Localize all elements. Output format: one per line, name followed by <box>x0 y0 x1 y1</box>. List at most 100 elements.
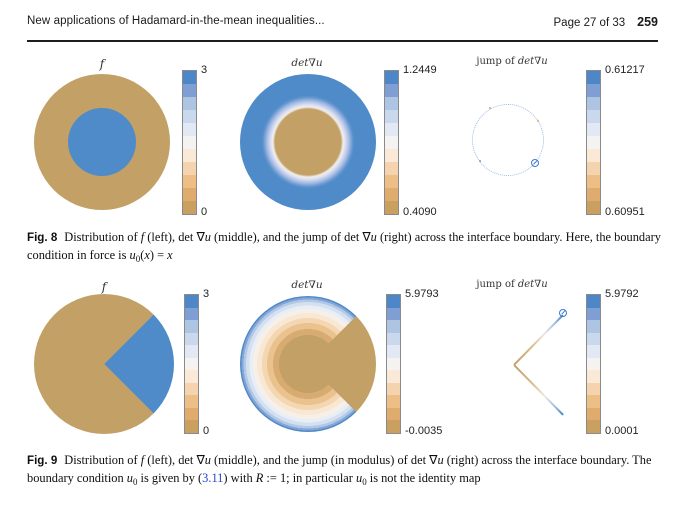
colorbar-segment <box>183 71 196 84</box>
marker-slash-icon <box>561 310 566 315</box>
colorbar-segment <box>185 295 198 308</box>
colorbar-segment <box>183 149 196 162</box>
text-segment: u <box>315 279 323 291</box>
colorbar-segment <box>587 295 600 308</box>
colorbar-segment <box>385 97 398 110</box>
page-number: 259 <box>637 15 658 29</box>
colorbar-segment <box>385 188 398 201</box>
colorbar-segment <box>185 395 198 408</box>
text-segment: jump of <box>476 279 518 290</box>
colorbar-segment <box>587 110 600 123</box>
text-segment: ∇ <box>362 230 371 244</box>
text-segment: x <box>167 247 173 262</box>
text-segment: ∇ <box>429 453 438 467</box>
page-info: Page 27 of 33 <box>553 17 626 29</box>
text-segment: ) with <box>223 470 256 485</box>
colorbar-segment <box>183 123 196 136</box>
colorbar-segment <box>385 162 398 175</box>
text-segment: is given by ( <box>137 470 203 485</box>
fig8-f-colorbar-min: 0 <box>201 206 208 218</box>
fig8-jump-colorbar <box>586 70 601 215</box>
text-segment: ∇ <box>196 453 205 467</box>
text-segment: u <box>356 470 363 485</box>
text-segment: ( <box>140 247 145 262</box>
fig9-caption: Fig. 9 Distribution of f (left), det ∇u (… <box>27 452 661 490</box>
colorbar-segment <box>387 420 400 434</box>
colorbar-segment <box>387 382 400 396</box>
colorbar-segment <box>183 136 196 149</box>
text-segment: (right) across the interface boundary. T… <box>27 453 652 485</box>
speck-icon <box>479 160 481 162</box>
fig8-panel-f-title: f <box>100 57 104 71</box>
colorbar-segment <box>387 407 400 421</box>
text-segment: ∇ <box>308 57 316 69</box>
marker-slash-icon <box>533 160 538 165</box>
colorbar-segment <box>587 395 600 408</box>
fig9-f-disk <box>34 294 174 434</box>
text-segment: u <box>370 230 377 244</box>
colorbar-segment <box>587 188 600 201</box>
colorbar-segment <box>587 332 600 346</box>
fig8-jump-interface-circle <box>472 104 544 176</box>
text-segment: f <box>99 57 105 71</box>
colorbar-segment <box>587 307 600 321</box>
text-segment: u <box>204 230 211 244</box>
speck-icon <box>489 107 491 109</box>
fig9-panel-f-title: f <box>102 280 106 294</box>
text-segment: ∇ <box>308 279 316 291</box>
speck-icon <box>537 120 539 122</box>
colorbar-segment <box>185 320 198 333</box>
text-segment: Distribution of <box>64 230 141 244</box>
fig8-f-inner-disk <box>68 108 136 176</box>
text-segment: Distribution of <box>64 453 141 467</box>
text-segment: u <box>126 470 133 485</box>
colorbar-segment <box>385 71 398 84</box>
fig9-det-colorbar-max: 5.9793 <box>405 288 439 300</box>
colorbar-segment <box>385 84 398 97</box>
text-segment: f <box>140 230 145 244</box>
fig8-panel-det-title: det∇u <box>291 57 322 69</box>
fig8-panel-jump-title: jump of det∇u <box>476 56 547 67</box>
text-segment: ∇ <box>196 230 205 244</box>
fig8-det-colorbar-max: 1.2449 <box>403 64 437 76</box>
fig9-f-colorbar-min: 0 <box>203 425 210 437</box>
text-segment: := 1; in particular <box>263 470 356 485</box>
text-segment: (middle), and the jump of det <box>210 230 363 244</box>
header-right: Page 27 of 33 259 <box>554 15 658 29</box>
colorbar-segment <box>587 136 600 149</box>
colorbar-segment <box>587 345 600 358</box>
colorbar-segment <box>183 162 196 175</box>
fig8-jump-marker-icon <box>531 159 539 167</box>
colorbar-segment <box>183 201 196 214</box>
colorbar-segment <box>587 123 600 136</box>
text-segment: u <box>129 247 136 262</box>
fig9-jump-lower-arm <box>513 364 564 416</box>
fig9-jump-colorbar-max: 5.9792 <box>605 288 639 300</box>
fig9-jump-upper-arm <box>513 314 564 367</box>
colorbar-segment <box>385 201 398 214</box>
citation-link[interactable]: 3.11 <box>202 470 224 485</box>
colorbar-segment <box>587 370 600 383</box>
fig9-det-colorbar <box>386 294 401 434</box>
text-segment: (left), det <box>144 453 197 467</box>
colorbar-segment <box>387 357 400 371</box>
text-segment: 0 <box>133 476 138 487</box>
colorbar-segment <box>185 382 198 396</box>
fig9-panel-jump-title: jump of det∇u <box>476 279 547 290</box>
colorbar-segment <box>185 307 198 321</box>
text-segment: x <box>144 247 150 262</box>
colorbar-segment <box>587 149 600 162</box>
colorbar-segment <box>387 295 400 308</box>
fig8-det-colorbar-min: 0.4090 <box>403 206 437 218</box>
colorbar-segment <box>385 123 398 136</box>
colorbar-segment <box>587 420 600 434</box>
fig8-f-colorbar <box>182 70 197 215</box>
colorbar-segment <box>387 345 400 358</box>
text-segment: 0 <box>135 253 141 264</box>
text-segment: f <box>140 453 145 467</box>
colorbar-segment <box>587 162 600 175</box>
text-segment: u <box>437 453 444 467</box>
colorbar-segment <box>183 188 196 201</box>
text-segment: jump of <box>476 56 518 67</box>
fig9-det-disk <box>240 296 376 432</box>
